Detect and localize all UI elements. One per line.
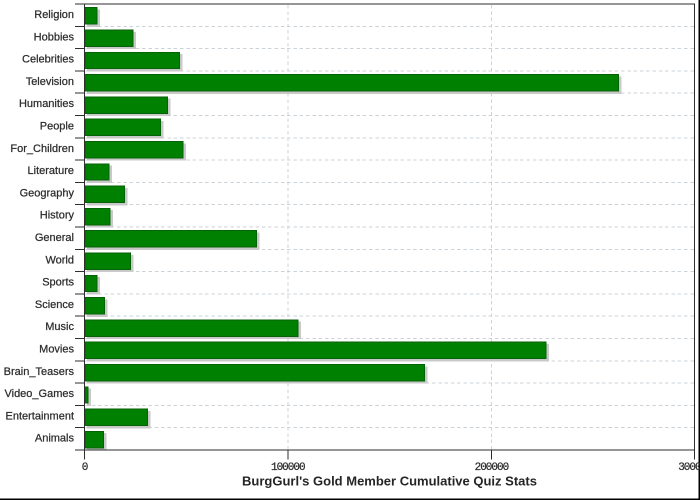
svg-text:Science: Science [35,299,74,311]
svg-text:Video_Games: Video_Games [4,388,74,400]
svg-text:200000: 200000 [475,462,509,474]
svg-text:World: World [45,254,74,266]
svg-text:Movies: Movies [39,343,74,355]
svg-text:Humanities: Humanities [19,98,75,110]
svg-text:General: General [35,232,74,244]
svg-text:BurgGurl's Gold Member Cumulat: BurgGurl's Gold Member Cumulative Quiz S… [242,474,537,489]
svg-text:300000: 300000 [678,462,700,474]
svg-text:Entertainment: Entertainment [6,410,74,422]
svg-text:Music: Music [45,321,74,333]
svg-text:0: 0 [82,462,88,474]
svg-text:For_Children: For_Children [10,143,74,155]
svg-text:Sports: Sports [42,277,74,289]
svg-text:Animals: Animals [35,433,75,445]
svg-text:Brain_Teasers: Brain_Teasers [4,366,75,378]
svg-text:Literature: Literature [28,165,74,177]
svg-text:Television: Television [26,76,74,88]
svg-text:Hobbies: Hobbies [34,31,75,43]
svg-text:History: History [40,210,75,222]
svg-text:People: People [40,120,74,132]
svg-text:Celebrities: Celebrities [22,54,74,66]
svg-text:100000: 100000 [271,462,305,474]
svg-text:Religion: Religion [34,9,74,21]
svg-text:Geography: Geography [20,187,75,199]
